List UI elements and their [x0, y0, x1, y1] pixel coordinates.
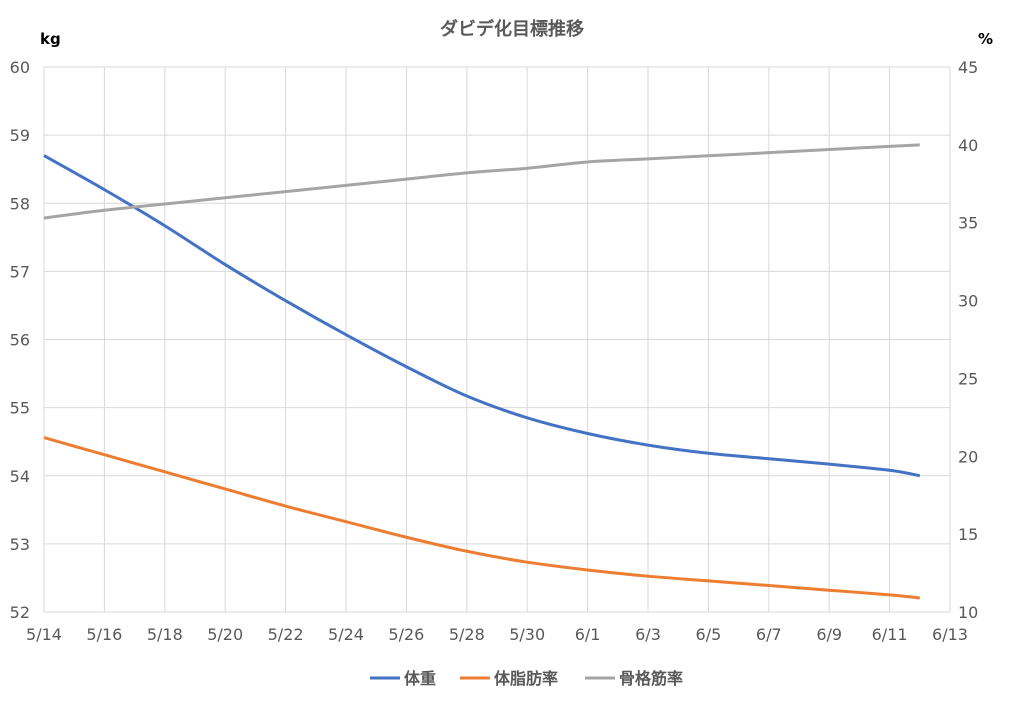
- x-tick-label: 6/7: [756, 625, 782, 644]
- y-left-tick-label: 55: [10, 399, 30, 418]
- right-axis-unit: %: [978, 30, 993, 48]
- x-tick-label: 5/14: [26, 625, 62, 644]
- x-tick-label: 5/26: [388, 625, 424, 644]
- y-left-tick-label: 58: [10, 194, 30, 213]
- x-tick-label: 6/5: [696, 625, 722, 644]
- legend-label: 骨格筋率: [619, 669, 683, 688]
- y-left-tick-label: 54: [10, 467, 30, 486]
- legend-label: 体脂肪率: [494, 669, 558, 688]
- x-tick-label: 6/3: [635, 625, 661, 644]
- y-right-tick-label: 40: [958, 136, 978, 155]
- left-axis-unit: kg: [40, 30, 61, 48]
- chart-title: ダビデ化目標推移: [440, 18, 584, 40]
- y-left-tick-label: 53: [10, 535, 30, 554]
- y-right-tick-label: 20: [958, 447, 978, 466]
- x-tick-label: 5/22: [268, 625, 304, 644]
- y-right-tick-label: 35: [958, 214, 978, 233]
- y-right-tick-label: 10: [958, 603, 978, 622]
- x-tick-label: 5/16: [86, 625, 122, 644]
- series-line-1: [43, 154, 921, 478]
- y-left-tick-label: 60: [10, 58, 30, 77]
- y-left-tick-label: 52: [10, 603, 30, 622]
- y-right-tick-label: 30: [958, 292, 978, 311]
- x-tick-label: 6/1: [575, 625, 601, 644]
- series-line-3: [43, 143, 920, 220]
- series-lines: [43, 143, 921, 600]
- x-tick-label: 5/24: [328, 625, 364, 644]
- y-right-tick-label: 45: [958, 58, 978, 77]
- y-left-tick-label: 59: [10, 126, 30, 145]
- x-tick-label: 5/30: [509, 625, 545, 644]
- x-tick-label: 6/11: [872, 625, 908, 644]
- x-tick-label: 5/28: [449, 625, 485, 644]
- x-tick-label: 6/13: [932, 625, 968, 644]
- y-right-tick-label: 15: [958, 525, 978, 544]
- x-tick-label: 5/18: [147, 625, 183, 644]
- x-tick-label: 5/20: [207, 625, 243, 644]
- legend: 体重 体脂肪率 骨格筋率: [370, 669, 683, 688]
- axis-ticks: 52 53 54 55 56 57 58 59 60 10 15 20 25 30 35 40 45 5/14 5/…: [10, 58, 979, 644]
- y-left-tick-label: 57: [10, 262, 30, 281]
- gridlines: [43, 66, 951, 613]
- series-line-2: [43, 436, 920, 600]
- y-left-tick-label: 56: [10, 331, 30, 350]
- y-right-tick-label: 25: [958, 369, 978, 388]
- legend-label: 体重: [404, 669, 436, 688]
- x-tick-label: 6/9: [816, 625, 842, 644]
